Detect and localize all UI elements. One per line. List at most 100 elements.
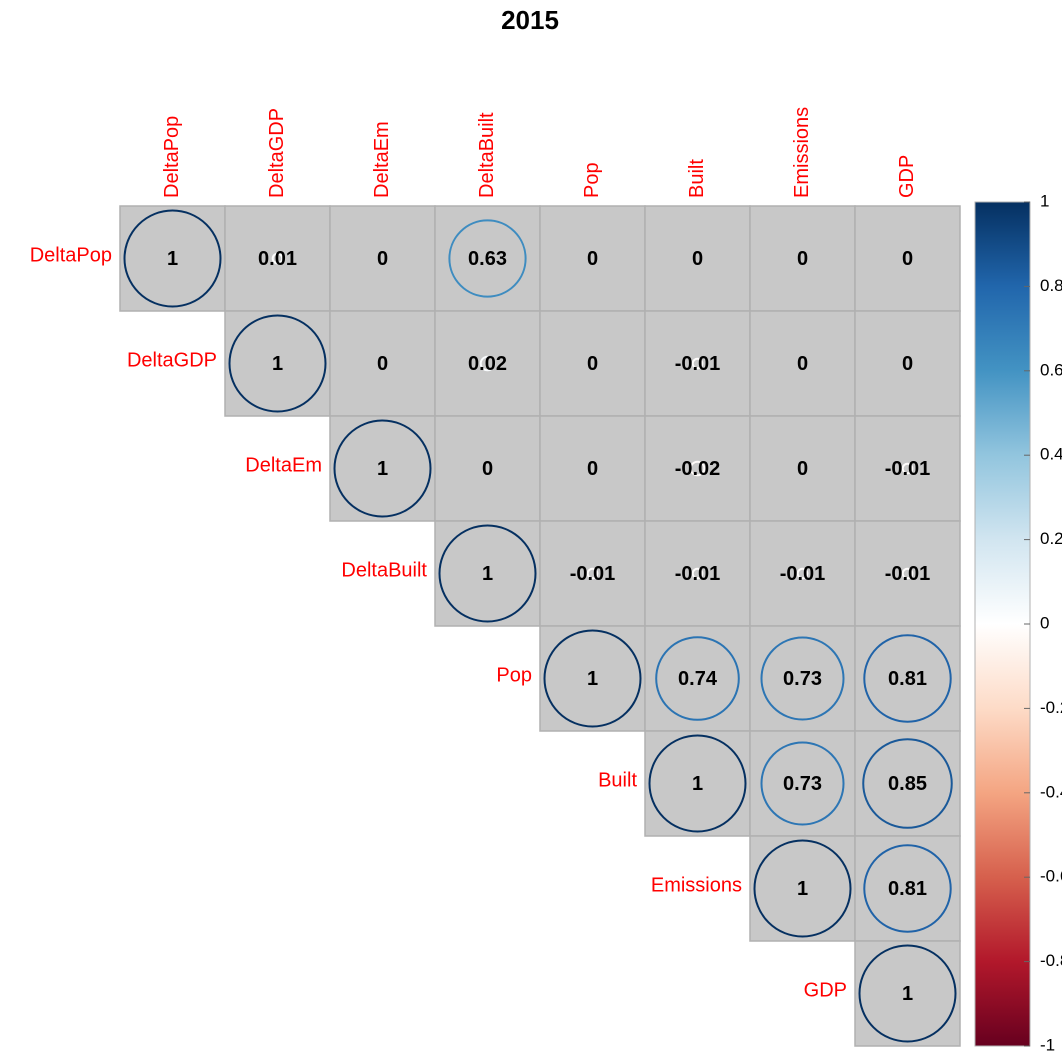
corr-label: -0.01: [885, 563, 931, 585]
cell: [119, 205, 226, 312]
cell: [854, 940, 961, 1047]
row-label: Emissions: [651, 874, 742, 896]
corr-circle: [648, 734, 747, 833]
corr-circle: [691, 357, 704, 370]
corr-circle: [586, 567, 599, 580]
cell: [749, 310, 856, 417]
corr-label: 0.81: [888, 668, 927, 690]
cell: [434, 310, 541, 417]
corr-label: 0: [377, 248, 388, 270]
corr-label: -0.01: [675, 353, 721, 375]
corr-label: 1: [797, 878, 808, 900]
corr-circle: [228, 314, 327, 413]
cell: [539, 520, 646, 627]
corr-label: 0: [587, 458, 598, 480]
cell: [854, 520, 961, 627]
cell: [644, 625, 751, 732]
colorbar-tick-label: 0: [1040, 613, 1049, 632]
corr-label: -0.01: [885, 458, 931, 480]
corr-circle: [333, 419, 432, 518]
corr-circle: [691, 567, 704, 580]
corr-label: 0.63: [468, 248, 507, 270]
colorbar-tick-label: -0.2: [1040, 698, 1062, 717]
corr-circle: [438, 524, 537, 623]
column-label: DeltaGDP: [266, 108, 288, 198]
column-label: Built: [686, 159, 708, 198]
cell: [854, 835, 961, 942]
colorbar-tick-label: -0.4: [1040, 782, 1062, 801]
cell: [329, 205, 436, 312]
cell: [854, 310, 961, 417]
column-label: DeltaBuilt: [476, 112, 498, 198]
column-label: Pop: [581, 162, 603, 198]
corr-label: 0: [482, 458, 493, 480]
corr-label: 0.73: [783, 773, 822, 795]
corr-label: 0: [797, 353, 808, 375]
corr-circle: [271, 252, 284, 265]
cell: [539, 310, 646, 417]
corr-label: 0: [587, 248, 598, 270]
corr-label: 0: [902, 248, 913, 270]
corr-label: 0: [797, 458, 808, 480]
corr-label: 0: [797, 248, 808, 270]
colorbar-tick-label: -0.6: [1040, 867, 1062, 886]
cell: [434, 205, 541, 312]
corr-label: 0: [587, 353, 598, 375]
cell: [854, 730, 961, 837]
colorbar-tick-label: -0.8: [1040, 951, 1062, 970]
cell: [539, 205, 646, 312]
corr-circle: [448, 219, 527, 298]
colorbar-tick-label: -1: [1040, 1035, 1055, 1054]
corr-label: 1: [902, 983, 913, 1005]
colorbar-tick-label: 0.6: [1040, 360, 1062, 379]
cell: [644, 310, 751, 417]
corr-label: 0.73: [783, 668, 822, 690]
row-label: GDP: [804, 979, 847, 1001]
cell: [329, 415, 436, 522]
row-label: Built: [598, 769, 637, 791]
corr-label: 0: [377, 353, 388, 375]
column-label: Emissions: [791, 107, 813, 198]
cell: [854, 625, 961, 732]
corr-circle: [863, 634, 952, 723]
corr-circle: [123, 209, 222, 308]
corr-label: -0.01: [780, 563, 826, 585]
column-label: GDP: [896, 155, 918, 198]
colorbar-tick-label: 0.4: [1040, 445, 1062, 464]
corr-circle: [901, 462, 914, 475]
row-label: Pop: [496, 664, 532, 686]
row-label: DeltaBuilt: [341, 559, 427, 581]
corr-label: -0.01: [675, 563, 721, 585]
corr-circle: [655, 636, 740, 721]
cell: [749, 415, 856, 522]
row-label: DeltaEm: [245, 454, 322, 476]
corr-label: 0: [692, 248, 703, 270]
corr-label: 1: [272, 353, 283, 375]
cell: [854, 205, 961, 312]
cell: [434, 415, 541, 522]
corr-label: 0.85: [888, 773, 927, 795]
cell: [644, 205, 751, 312]
cell: [644, 730, 751, 837]
colorbar-tick-label: 0.2: [1040, 529, 1062, 548]
corr-circle: [760, 636, 845, 721]
column-label: DeltaEm: [371, 121, 393, 198]
corr-circle: [760, 741, 845, 826]
row-label: DeltaPop: [30, 244, 112, 266]
colorbar: [974, 201, 1031, 1047]
corr-circle: [753, 839, 852, 938]
corr-circle: [479, 355, 496, 372]
cell: [644, 520, 751, 627]
corr-label: 0.01: [258, 248, 297, 270]
cell: [539, 625, 646, 732]
corr-label: 1: [377, 458, 388, 480]
corr-label: 0.02: [468, 353, 507, 375]
cell: [434, 520, 541, 627]
row-label: DeltaGDP: [127, 349, 217, 371]
colorbar-tick-label: 1: [1040, 191, 1049, 210]
corr-circle: [901, 567, 914, 580]
cell: [644, 415, 751, 522]
corr-label: 1: [167, 248, 178, 270]
corr-label: 0.81: [888, 878, 927, 900]
